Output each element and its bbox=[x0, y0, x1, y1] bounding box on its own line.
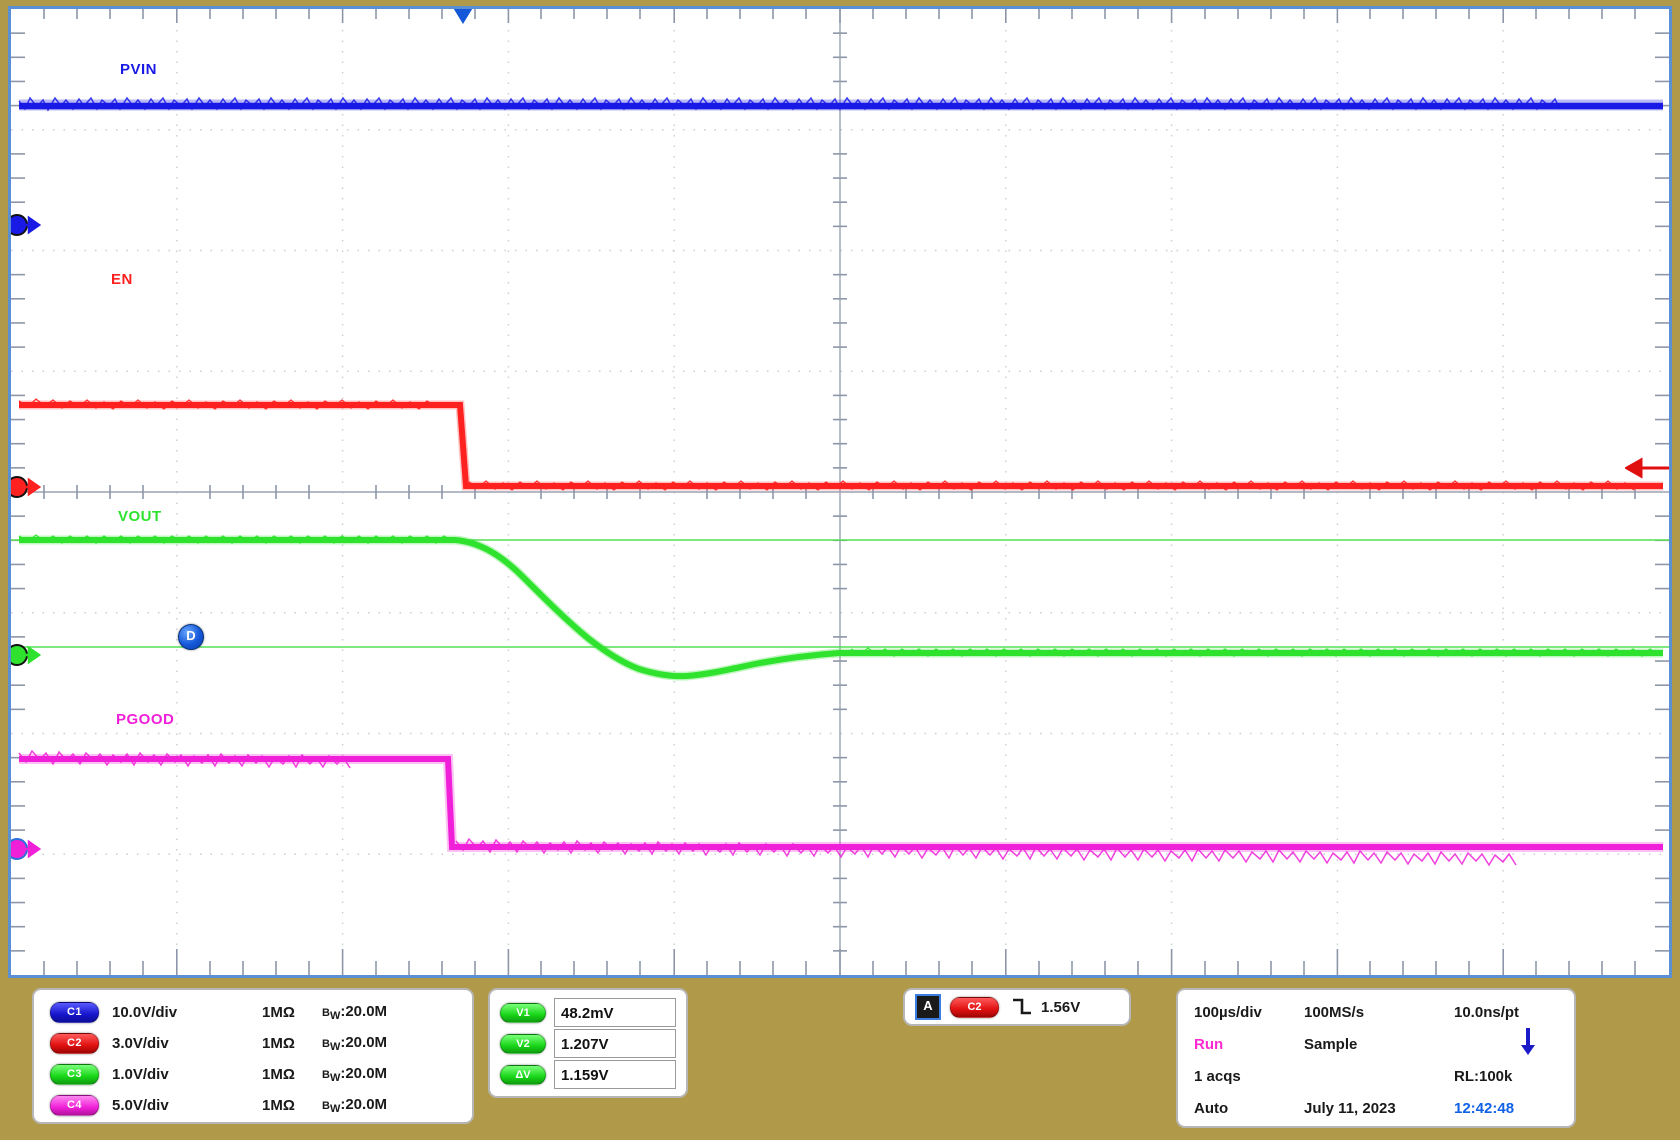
channel-badge-c1[interactable]: C1 bbox=[50, 1002, 99, 1023]
ground-marker-c4[interactable] bbox=[11, 836, 41, 862]
date-display: July 11, 2023 bbox=[1304, 1099, 1396, 1117]
cursor-value-v1: 48.2mV bbox=[554, 998, 676, 1027]
sample-rate: 100MS/s bbox=[1304, 1003, 1365, 1021]
bw-value: :20.0M bbox=[340, 1003, 388, 1020]
cursor-position-marker[interactable]: D bbox=[178, 624, 204, 650]
channel-scale-c3: 1.0V/div bbox=[112, 1066, 169, 1083]
trace-en bbox=[18, 398, 1663, 491]
bw-value: :20.0M bbox=[340, 1096, 388, 1113]
center-axes bbox=[11, 9, 1669, 975]
cursor-badge-v2[interactable]: V2 bbox=[500, 1033, 546, 1054]
acquisition-mode: Sample bbox=[1304, 1035, 1358, 1053]
trace-vout bbox=[18, 534, 1663, 681]
bw-prefix: B bbox=[322, 1069, 330, 1081]
channel-row-c2[interactable]: C2 3.0V/div 1MΩ BW:20.0M bbox=[34, 1028, 472, 1059]
ground-marker-c2[interactable] bbox=[11, 474, 41, 500]
bw-prefix: B bbox=[322, 1100, 330, 1112]
timebase-row: 100µs/div 100MS/s 10.0ns/pt bbox=[1178, 996, 1574, 1028]
status-row: Auto July 11, 2023 12:42:48 bbox=[1178, 1092, 1574, 1124]
trigger-panel[interactable]: A C2 1.56V bbox=[903, 988, 1131, 1026]
trigger-state-down-arrow-icon bbox=[1520, 1028, 1536, 1056]
channel-impedance-c4: 1MΩ bbox=[262, 1097, 295, 1114]
cursor-row-delta-v[interactable]: ΔV 1.159V bbox=[490, 1059, 686, 1090]
ground-marker-c3[interactable] bbox=[11, 642, 41, 668]
waveform-label-pvin: PVIN bbox=[120, 61, 158, 78]
channel-badge-c3[interactable]: C3 bbox=[50, 1064, 99, 1085]
record-length: RL:100k bbox=[1454, 1067, 1513, 1085]
time-display: 12:42:48 bbox=[1454, 1099, 1515, 1117]
trigger-mode: Auto bbox=[1194, 1099, 1229, 1117]
bw-prefix: B bbox=[322, 1038, 330, 1050]
resolution: 10.0ns/pt bbox=[1454, 1003, 1520, 1021]
channel-impedance-c2: 1MΩ bbox=[262, 1035, 295, 1052]
bw-subscript: W bbox=[329, 1072, 341, 1084]
trigger-level-value: 1.56V bbox=[1041, 998, 1081, 1016]
time-per-div: 100µs/div bbox=[1194, 1003, 1262, 1021]
bw-prefix: B bbox=[322, 1007, 330, 1019]
trigger-position-marker[interactable] bbox=[450, 9, 476, 26]
edge-ticks bbox=[11, 9, 1669, 975]
cursor-row-v2[interactable]: V2 1.207V bbox=[490, 1028, 686, 1059]
acq-count: 1 acqs bbox=[1194, 1067, 1241, 1085]
cursor-measurement-panel[interactable]: V1 48.2mV V2 1.207V ΔV 1.159V bbox=[488, 988, 688, 1098]
waveform-label-pgood: PGOOD bbox=[116, 711, 175, 728]
graticule-area[interactable]: PVIN EN VOUT PGOOD D bbox=[8, 6, 1672, 978]
cursor-row-v1[interactable]: V1 48.2mV bbox=[490, 997, 686, 1028]
channel-row-c3[interactable]: C3 1.0V/div 1MΩ BW:20.0M bbox=[34, 1059, 472, 1090]
acquisition-row: 1 acqs RL:100k bbox=[1178, 1060, 1574, 1092]
run-state[interactable]: Run bbox=[1194, 1035, 1224, 1053]
channel-badge-c2[interactable]: C2 bbox=[50, 1033, 99, 1054]
trace-pvin bbox=[18, 96, 1663, 112]
waveform-svg bbox=[11, 9, 1669, 975]
channel-bandwidth-c4: BW:20.0M bbox=[322, 1096, 387, 1115]
channel-settings-panel[interactable]: C1 10.0V/div 1MΩ BW:20.0M C2 3.0V/div 1M… bbox=[32, 988, 474, 1124]
bw-value: :20.0M bbox=[340, 1065, 388, 1082]
bw-subscript: W bbox=[329, 1103, 341, 1115]
channel-scale-c2: 3.0V/div bbox=[112, 1035, 169, 1052]
waveform-label-vout: VOUT bbox=[118, 508, 162, 525]
cursor-value-delta-v: 1.159V bbox=[554, 1060, 676, 1089]
channel-scale-c4: 5.0V/div bbox=[112, 1097, 169, 1114]
bw-value: :20.0M bbox=[340, 1034, 388, 1051]
channel-impedance-c1: 1MΩ bbox=[262, 1004, 295, 1021]
bw-subscript: W bbox=[329, 1041, 341, 1053]
channel-bandwidth-c2: BW:20.0M bbox=[322, 1034, 387, 1053]
trigger-falling-slope-icon[interactable] bbox=[1011, 998, 1033, 1016]
cursor-badge-v1[interactable]: V1 bbox=[500, 1002, 546, 1023]
channel-bandwidth-c1: BW:20.0M bbox=[322, 1003, 387, 1022]
traces bbox=[18, 96, 1663, 867]
trigger-source-badge[interactable]: C2 bbox=[950, 996, 999, 1018]
cursor-value-v2: 1.207V bbox=[554, 1029, 676, 1058]
cursor-badge-delta-v[interactable]: ΔV bbox=[500, 1064, 546, 1085]
ground-marker-c1[interactable] bbox=[11, 212, 41, 238]
channel-row-c1[interactable]: C1 10.0V/div 1MΩ BW:20.0M bbox=[34, 997, 472, 1028]
readout-bar: C1 10.0V/div 1MΩ BW:20.0M C2 3.0V/div 1M… bbox=[8, 988, 1672, 1132]
timebase-status-panel[interactable]: 100µs/div 100MS/s 10.0ns/pt Run Sample 1… bbox=[1176, 988, 1576, 1128]
channel-scale-c1: 10.0V/div bbox=[112, 1004, 178, 1021]
waveform-label-en: EN bbox=[111, 271, 133, 288]
channel-impedance-c3: 1MΩ bbox=[262, 1066, 295, 1083]
channel-bandwidth-c3: BW:20.0M bbox=[322, 1065, 387, 1084]
bw-subscript: W bbox=[329, 1010, 341, 1022]
trace-pgood bbox=[18, 749, 1663, 867]
waveform-plot[interactable]: PVIN EN VOUT PGOOD D bbox=[11, 9, 1669, 975]
trigger-level-marker[interactable] bbox=[1625, 457, 1669, 479]
channel-row-c4[interactable]: C4 5.0V/div 1MΩ BW:20.0M bbox=[34, 1090, 472, 1121]
run-state-row: Run Sample bbox=[1178, 1028, 1574, 1060]
trigger-mode-badge[interactable]: A bbox=[915, 994, 941, 1020]
channel-badge-c4[interactable]: C4 bbox=[50, 1095, 99, 1116]
